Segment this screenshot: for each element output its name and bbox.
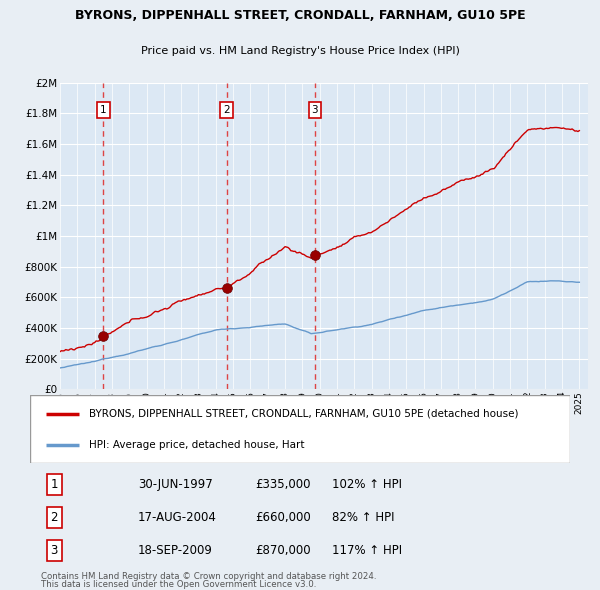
Text: This data is licensed under the Open Government Licence v3.0.: This data is licensed under the Open Gov… (41, 581, 316, 589)
Text: 82% ↑ HPI: 82% ↑ HPI (332, 511, 395, 524)
Text: 2: 2 (50, 511, 58, 524)
Text: Price paid vs. HM Land Registry's House Price Index (HPI): Price paid vs. HM Land Registry's House … (140, 46, 460, 56)
Text: £660,000: £660,000 (255, 511, 311, 524)
Text: 18-SEP-2009: 18-SEP-2009 (138, 544, 213, 557)
Text: 17-AUG-2004: 17-AUG-2004 (138, 511, 217, 524)
Text: £870,000: £870,000 (255, 544, 311, 557)
FancyBboxPatch shape (30, 395, 570, 463)
Text: HPI: Average price, detached house, Hart: HPI: Average price, detached house, Hart (89, 440, 305, 450)
Text: 102% ↑ HPI: 102% ↑ HPI (332, 478, 403, 491)
Text: 3: 3 (311, 105, 318, 115)
Text: 30-JUN-1997: 30-JUN-1997 (138, 478, 213, 491)
Text: 3: 3 (50, 544, 58, 557)
Text: £335,000: £335,000 (256, 478, 311, 491)
Text: BYRONS, DIPPENHALL STREET, CRONDALL, FARNHAM, GU10 5PE (detached house): BYRONS, DIPPENHALL STREET, CRONDALL, FAR… (89, 409, 519, 419)
Text: Contains HM Land Registry data © Crown copyright and database right 2024.: Contains HM Land Registry data © Crown c… (41, 572, 376, 581)
Text: 1: 1 (100, 105, 107, 115)
Text: 2: 2 (223, 105, 230, 115)
Text: BYRONS, DIPPENHALL STREET, CRONDALL, FARNHAM, GU10 5PE: BYRONS, DIPPENHALL STREET, CRONDALL, FAR… (74, 9, 526, 22)
Text: 117% ↑ HPI: 117% ↑ HPI (332, 544, 403, 557)
Text: 1: 1 (50, 478, 58, 491)
